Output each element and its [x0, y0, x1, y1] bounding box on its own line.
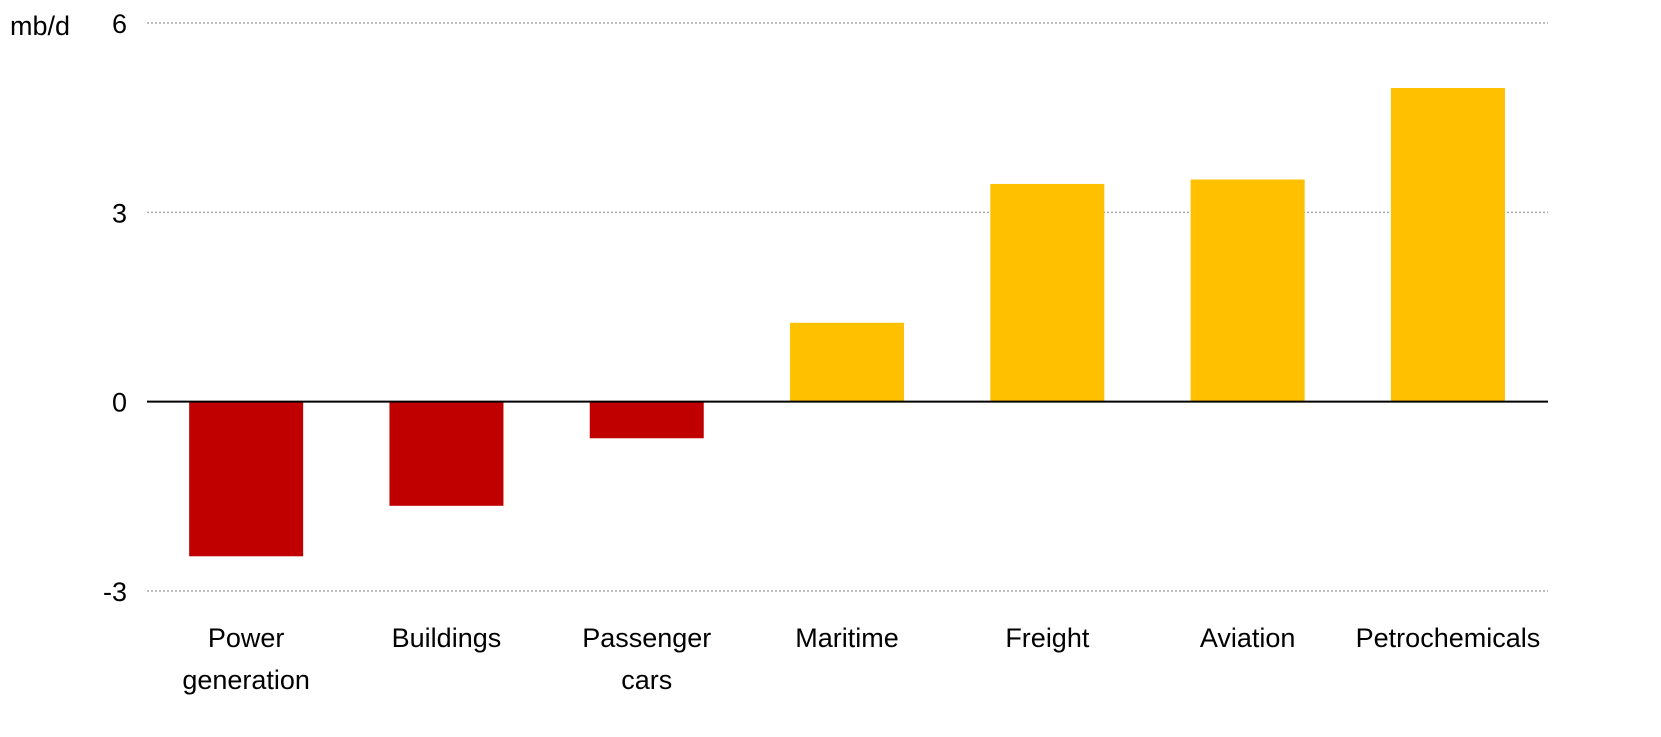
- category-label: Power generation: [182, 623, 310, 695]
- category-label: Freight: [1005, 623, 1090, 653]
- bar: [790, 322, 905, 402]
- bar: [589, 401, 704, 439]
- category-label-line: cars: [621, 665, 672, 695]
- y-tick-label: 0: [112, 388, 127, 418]
- y-tick-label: 6: [112, 9, 127, 39]
- category-label-line: Aviation: [1200, 623, 1296, 653]
- y-tick-label: 3: [112, 198, 127, 228]
- y-unit-label: mb/d: [10, 11, 70, 41]
- category-label-line: Buildings: [392, 623, 502, 653]
- category-label: Aviation: [1200, 623, 1296, 653]
- y-tick-labels: 6 3 0 -3: [103, 9, 127, 607]
- category-label-line: Freight: [1005, 623, 1090, 653]
- bar: [389, 401, 504, 506]
- category-label-line: Passenger: [582, 623, 711, 653]
- category-label: Petrochemicals: [1356, 623, 1541, 653]
- y-tick-label: -3: [103, 577, 127, 607]
- bar: [1190, 179, 1305, 402]
- category-label-line: Petrochemicals: [1356, 623, 1541, 653]
- category-labels: Power generation Buildings Passenger cars Mar…: [182, 623, 1540, 695]
- category-label: Maritime: [795, 623, 899, 653]
- category-label: Buildings: [392, 623, 502, 653]
- gridlines: [147, 22, 1548, 592]
- bar: [1390, 88, 1505, 402]
- category-label: Passenger cars: [582, 623, 711, 695]
- bars: [189, 88, 1505, 557]
- bar: [189, 401, 304, 557]
- category-label-line: generation: [182, 665, 310, 695]
- category-label-line: Power: [208, 623, 285, 653]
- bar: [990, 183, 1105, 402]
- category-label-line: Maritime: [795, 623, 899, 653]
